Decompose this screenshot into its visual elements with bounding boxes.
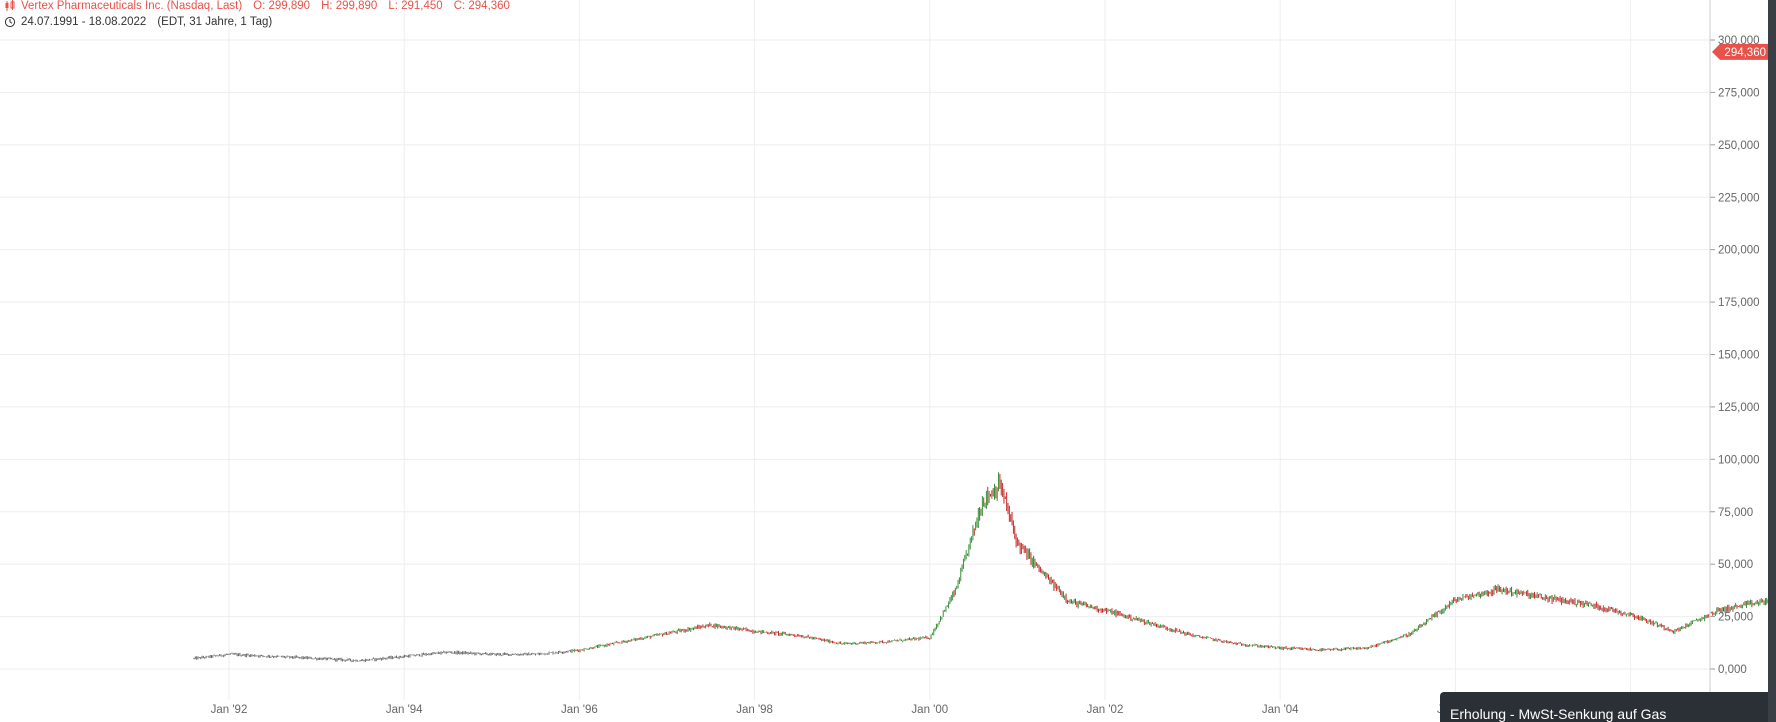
x-tick-label: Jan '98 <box>736 704 773 716</box>
y-tick-label: 275,000 <box>1718 87 1760 99</box>
instrument-name: Vertex Pharmaceuticals Inc. (Nasdaq, Las… <box>21 0 243 12</box>
price-tag-shape <box>1712 43 1768 60</box>
grid-layer <box>0 0 1710 700</box>
y-tick-label: 225,000 <box>1718 192 1760 204</box>
instrument-header: Vertex Pharmaceuticals Inc. (Nasdaq, Las… <box>4 0 510 12</box>
range-info: (EDT, 31 Jahre, 1 Tag) <box>157 16 273 28</box>
low-value: L: 291,450 <box>388 0 443 12</box>
y-tick-label: 150,000 <box>1718 350 1760 362</box>
y-axis: 0,000 25,000 50,000 75,000 100,000 125,000 150… <box>1709 0 1760 722</box>
candlestick-icon <box>5 0 15 11</box>
news-toast[interactable]: Erholung - MwSt-Senkung auf Gas <box>1440 692 1768 722</box>
date-range: 24.07.1991 - 18.08.2022 <box>21 16 147 28</box>
y-tick-label: 250,000 <box>1718 140 1760 152</box>
clock-icon <box>4 16 16 28</box>
x-tick-label: Jan '94 <box>386 704 423 716</box>
x-tick-label: Jan '02 <box>1087 704 1124 716</box>
high-value: H: 299,890 <box>321 0 378 12</box>
y-tick-label: 50,000 <box>1718 559 1753 571</box>
y-tick-label: 75,000 <box>1718 507 1753 519</box>
y-tick-label: 125,000 <box>1718 402 1760 414</box>
news-toast-text: Erholung - MwSt-Senkung auf Gas <box>1450 706 1667 722</box>
y-tick-label: 175,000 <box>1718 297 1760 309</box>
last-price-tag: 294,360 <box>1712 43 1768 60</box>
candle-layer <box>193 472 1776 663</box>
x-tick-label: Jan '04 <box>1262 704 1299 716</box>
x-tick-label: Jan '92 <box>211 704 248 716</box>
date-range-header: 24.07.1991 - 18.08.2022 (EDT, 31 Jahre, … <box>4 16 272 28</box>
x-tick-label: Jan '00 <box>911 704 948 716</box>
open-value: O: 299,890 <box>253 0 311 12</box>
y-tick-label: 0,000 <box>1718 664 1747 676</box>
scrollbar-strip[interactable] <box>1768 0 1776 722</box>
y-tick-label: 25,000 <box>1718 612 1753 624</box>
close-value: C: 294,360 <box>453 0 510 12</box>
y-tick-label: 200,000 <box>1718 245 1760 257</box>
y-tick-label: 100,000 <box>1718 454 1760 466</box>
price-tag-label: 294,360 <box>1724 47 1766 59</box>
x-axis: Jan '92 Jan '94 Jan '96 Jan '98 Jan '00 Jan '… <box>211 704 1649 716</box>
x-tick-label: Jan '96 <box>561 704 598 716</box>
